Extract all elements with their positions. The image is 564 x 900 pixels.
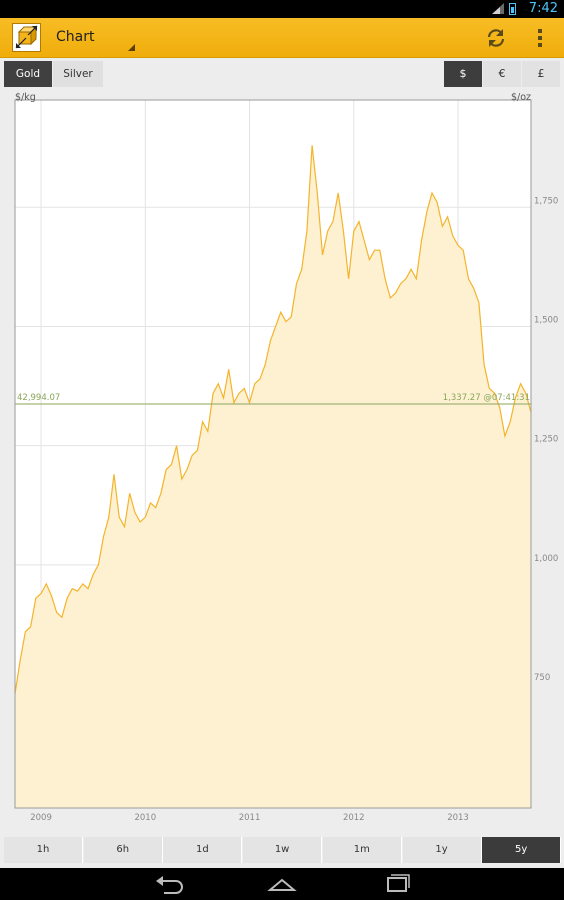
range-tab-3[interactable]: 1w <box>243 837 323 863</box>
currency-eur-button[interactable]: € <box>483 61 521 87</box>
page-title: Chart <box>56 29 95 45</box>
range-tab-2[interactable]: 1d <box>163 837 243 863</box>
action-bar: Chart <box>0 18 564 58</box>
y-tick-label: 750 <box>534 673 550 683</box>
range-tab-1[interactable]: 6h <box>83 837 163 863</box>
x-tick-label: 2011 <box>239 813 261 823</box>
y-tick-label: 1,250 <box>534 435 558 445</box>
tab-gold[interactable]: Gold <box>4 61 52 87</box>
current-price-left-label: 42,994.07 <box>17 393 60 403</box>
system-nav-bar <box>0 868 564 900</box>
plot-frame <box>14 99 532 809</box>
left-unit-label: $/kg <box>15 92 36 103</box>
recent-apps-icon[interactable] <box>377 872 417 896</box>
range-tab-4[interactable]: 1m <box>322 837 402 863</box>
right-unit-label: $/oz <box>511 92 532 103</box>
overflow-menu-icon[interactable] <box>530 26 550 50</box>
currency-usd-button[interactable]: $ <box>444 61 482 87</box>
title-dropdown-caret-icon[interactable] <box>128 44 135 51</box>
x-tick-label: 2013 <box>447 813 469 823</box>
cube-icon <box>15 25 38 49</box>
app-logo-icon[interactable] <box>12 23 41 52</box>
range-tab-5[interactable]: 1y <box>402 837 482 863</box>
price-chart[interactable]: $/kg $/oz 42,994.07 1,337.27 @07:41:31 750… <box>0 90 564 830</box>
status-bar: 7:42 <box>0 0 564 18</box>
x-tick-label: 2010 <box>134 813 156 823</box>
signal-icon <box>492 3 504 14</box>
price-area <box>15 145 531 809</box>
battery-icon <box>509 3 516 15</box>
y-tick-label: 1,000 <box>534 554 558 564</box>
x-tick-label: 2012 <box>343 813 365 823</box>
status-clock: 7:42 <box>528 1 558 16</box>
back-icon[interactable] <box>150 872 190 896</box>
chart-canvas: 42,994.07 1,337.27 @07:41:31 750 1,000 1,250… <box>14 99 558 823</box>
currency-gbp-button[interactable]: £ <box>522 61 560 87</box>
price-line <box>14 145 532 694</box>
current-price-right-label: 1,337.27 @07:41:31 <box>443 393 530 403</box>
y-tick-label: 1,750 <box>534 196 558 206</box>
refresh-icon[interactable] <box>484 26 508 50</box>
range-tab-6[interactable]: 5y <box>482 837 562 863</box>
tab-silver[interactable]: Silver <box>53 61 103 87</box>
home-icon[interactable] <box>262 872 302 896</box>
x-tick-label: 2009 <box>30 813 52 823</box>
range-tab-0[interactable]: 1h <box>4 837 83 863</box>
y-tick-label: 1,500 <box>534 315 558 325</box>
